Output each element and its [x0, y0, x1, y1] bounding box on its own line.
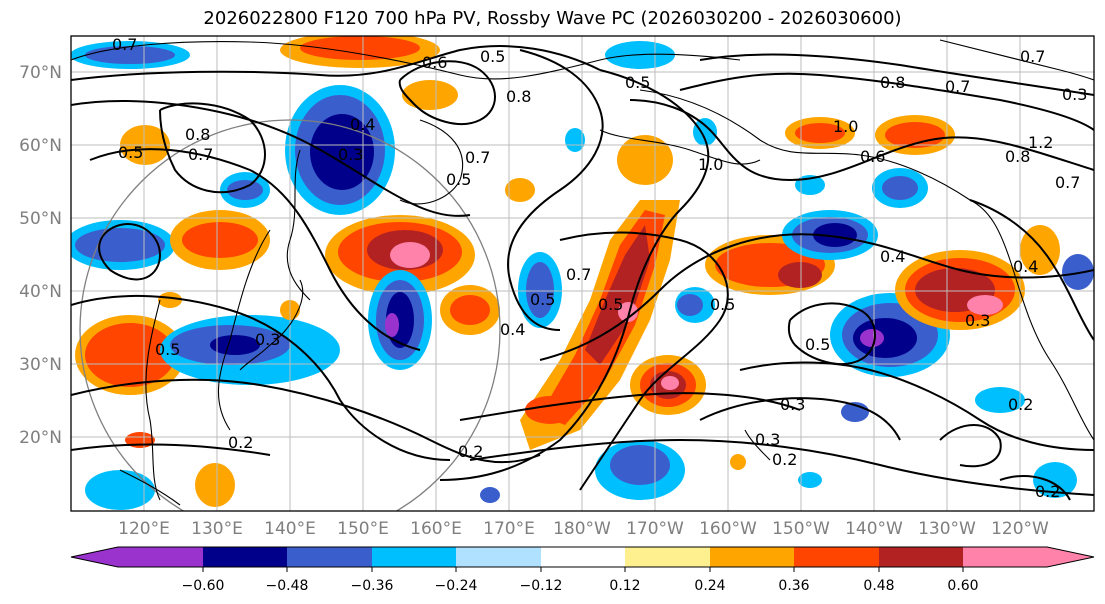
colorbar-ticks [202, 567, 964, 572]
contour-label: 0.3 [255, 330, 280, 349]
colorbar-under-triangle [71, 547, 118, 567]
longitude-axis: 120°E 130°E 140°E 150°E 160°E 170°E 180°… [118, 519, 1049, 539]
colorbar-segment [456, 547, 541, 567]
contour-label: 0.3 [780, 395, 805, 414]
colorbar-segment [710, 547, 794, 567]
colorbar-segment [625, 547, 710, 567]
contour-label: 0.8 [880, 73, 905, 92]
contour-label: 0.4 [1013, 257, 1038, 276]
colorbar-tick-label: −0.48 [266, 578, 309, 594]
coastlines [71, 39, 1094, 506]
contour-label: 0.5 [118, 143, 143, 162]
colorbar-segment [203, 547, 287, 567]
graticule [71, 36, 1094, 511]
colorbar-segment [794, 547, 879, 567]
contour-label: 0.5 [480, 47, 505, 66]
map-frame [70, 35, 1095, 512]
lon-tick-label: 120°E [118, 519, 170, 539]
lat-tick-label: 40°N [19, 282, 62, 302]
colorbar-tick-label: 0.24 [694, 578, 725, 594]
colorbar-over-triangle [1047, 547, 1094, 567]
contour-label: 0.4 [500, 320, 525, 339]
colorbar-tick-label: −0.12 [520, 578, 563, 594]
colorbar-segment [541, 547, 625, 567]
contour-label: 0.7 [112, 35, 137, 54]
contour-label: 0.8 [185, 125, 210, 144]
colorbar-segment [879, 547, 963, 567]
contour-label: 0.7 [1055, 173, 1080, 192]
contour-label: 0.6 [422, 53, 447, 72]
contour-label: 1.2 [1028, 133, 1053, 152]
contour-label: 0.7 [1020, 47, 1045, 66]
lat-tick-label: 60°N [19, 136, 62, 156]
map-title: 2026022800 F120 700 hPa PV, Rossby Wave … [203, 8, 902, 29]
contour-label: 0.2 [1008, 395, 1033, 414]
contour-value-labels: 0.7 0.5 0.6 0.8 0.5 0.8 0.7 0.5 0.4 0.3 … [112, 35, 1087, 501]
contour-label: 0.3 [1062, 85, 1087, 104]
contour-label: 0.5 [530, 290, 555, 309]
contour-label: 1.0 [698, 155, 723, 174]
colorbar: −0.60 −0.48 −0.36 −0.24 −0.12 0.12 0.24 … [70, 546, 1095, 594]
contour-label: 0.2 [228, 433, 253, 452]
colorbar-tick-label: 0.60 [947, 578, 978, 594]
colorbar-segment [372, 547, 456, 567]
lon-tick-label: 170°W [626, 519, 684, 539]
colorbar-segment [963, 547, 1047, 567]
lon-tick-label: 170°E [483, 519, 535, 539]
lat-tick-label: 20°N [19, 428, 62, 448]
contour-label: 0.7 [945, 77, 970, 96]
lon-tick-label: 140°E [264, 519, 316, 539]
lon-tick-label: 180°W [553, 519, 611, 539]
colorbar-tick-label: 0.36 [778, 578, 809, 594]
colorbar-tick-label: −0.60 [182, 578, 225, 594]
contour-label: 0.5 [805, 335, 830, 354]
contour-label: 0.4 [880, 247, 905, 266]
contour-label: 0.5 [625, 73, 650, 92]
contour-label: 0.3 [965, 311, 990, 330]
colorbar-tick-label: 0.48 [863, 578, 894, 594]
pv-contours [71, 45, 1094, 501]
contour-label: 0.2 [458, 442, 483, 461]
contour-label: 0.6 [860, 147, 885, 166]
contour-label: 0.7 [188, 145, 213, 164]
reference-circle [79, 119, 501, 511]
contour-label: 0.8 [506, 87, 531, 106]
contour-label: 0.5 [710, 295, 735, 314]
latitude-axis: 70°N 60°N 50°N 40°N 30°N 20°N [19, 63, 62, 448]
lat-tick-label: 70°N [19, 63, 62, 83]
contour-label: 0.3 [338, 145, 363, 164]
contour-label: 0.2 [772, 450, 797, 469]
lat-tick-label: 50°N [19, 209, 62, 229]
lon-tick-label: 140°W [845, 519, 903, 539]
contour-label: 0.3 [755, 430, 780, 449]
colorbar-segment [287, 547, 372, 567]
lon-tick-label: 160°E [410, 519, 462, 539]
colorbar-tick-label: −0.24 [435, 578, 478, 594]
lon-tick-label: 150°W [772, 519, 830, 539]
lon-tick-label: 130°E [191, 519, 243, 539]
lon-tick-label: 150°E [337, 519, 389, 539]
colorbar-tick-label: −0.36 [351, 578, 394, 594]
colorbar-segment [118, 547, 203, 567]
colorbar-tick-label: 0.12 [609, 578, 640, 594]
contour-label: 0.4 [350, 115, 375, 134]
contour-label: 0.8 [1005, 147, 1030, 166]
lon-tick-label: 160°W [699, 519, 757, 539]
lat-tick-label: 30°N [19, 355, 62, 375]
contour-label: 1.0 [833, 117, 858, 136]
contour-label: 0.5 [155, 340, 180, 359]
contour-label: 0.2 [1035, 482, 1060, 501]
contour-label: 0.7 [566, 265, 591, 284]
lon-tick-label: 130°W [918, 519, 976, 539]
contour-label: 0.5 [446, 170, 471, 189]
lon-tick-label: 120°W [991, 519, 1049, 539]
colorbar-outline [70, 546, 1095, 568]
contour-label: 0.5 [598, 295, 623, 314]
contour-label: 0.7 [465, 148, 490, 167]
